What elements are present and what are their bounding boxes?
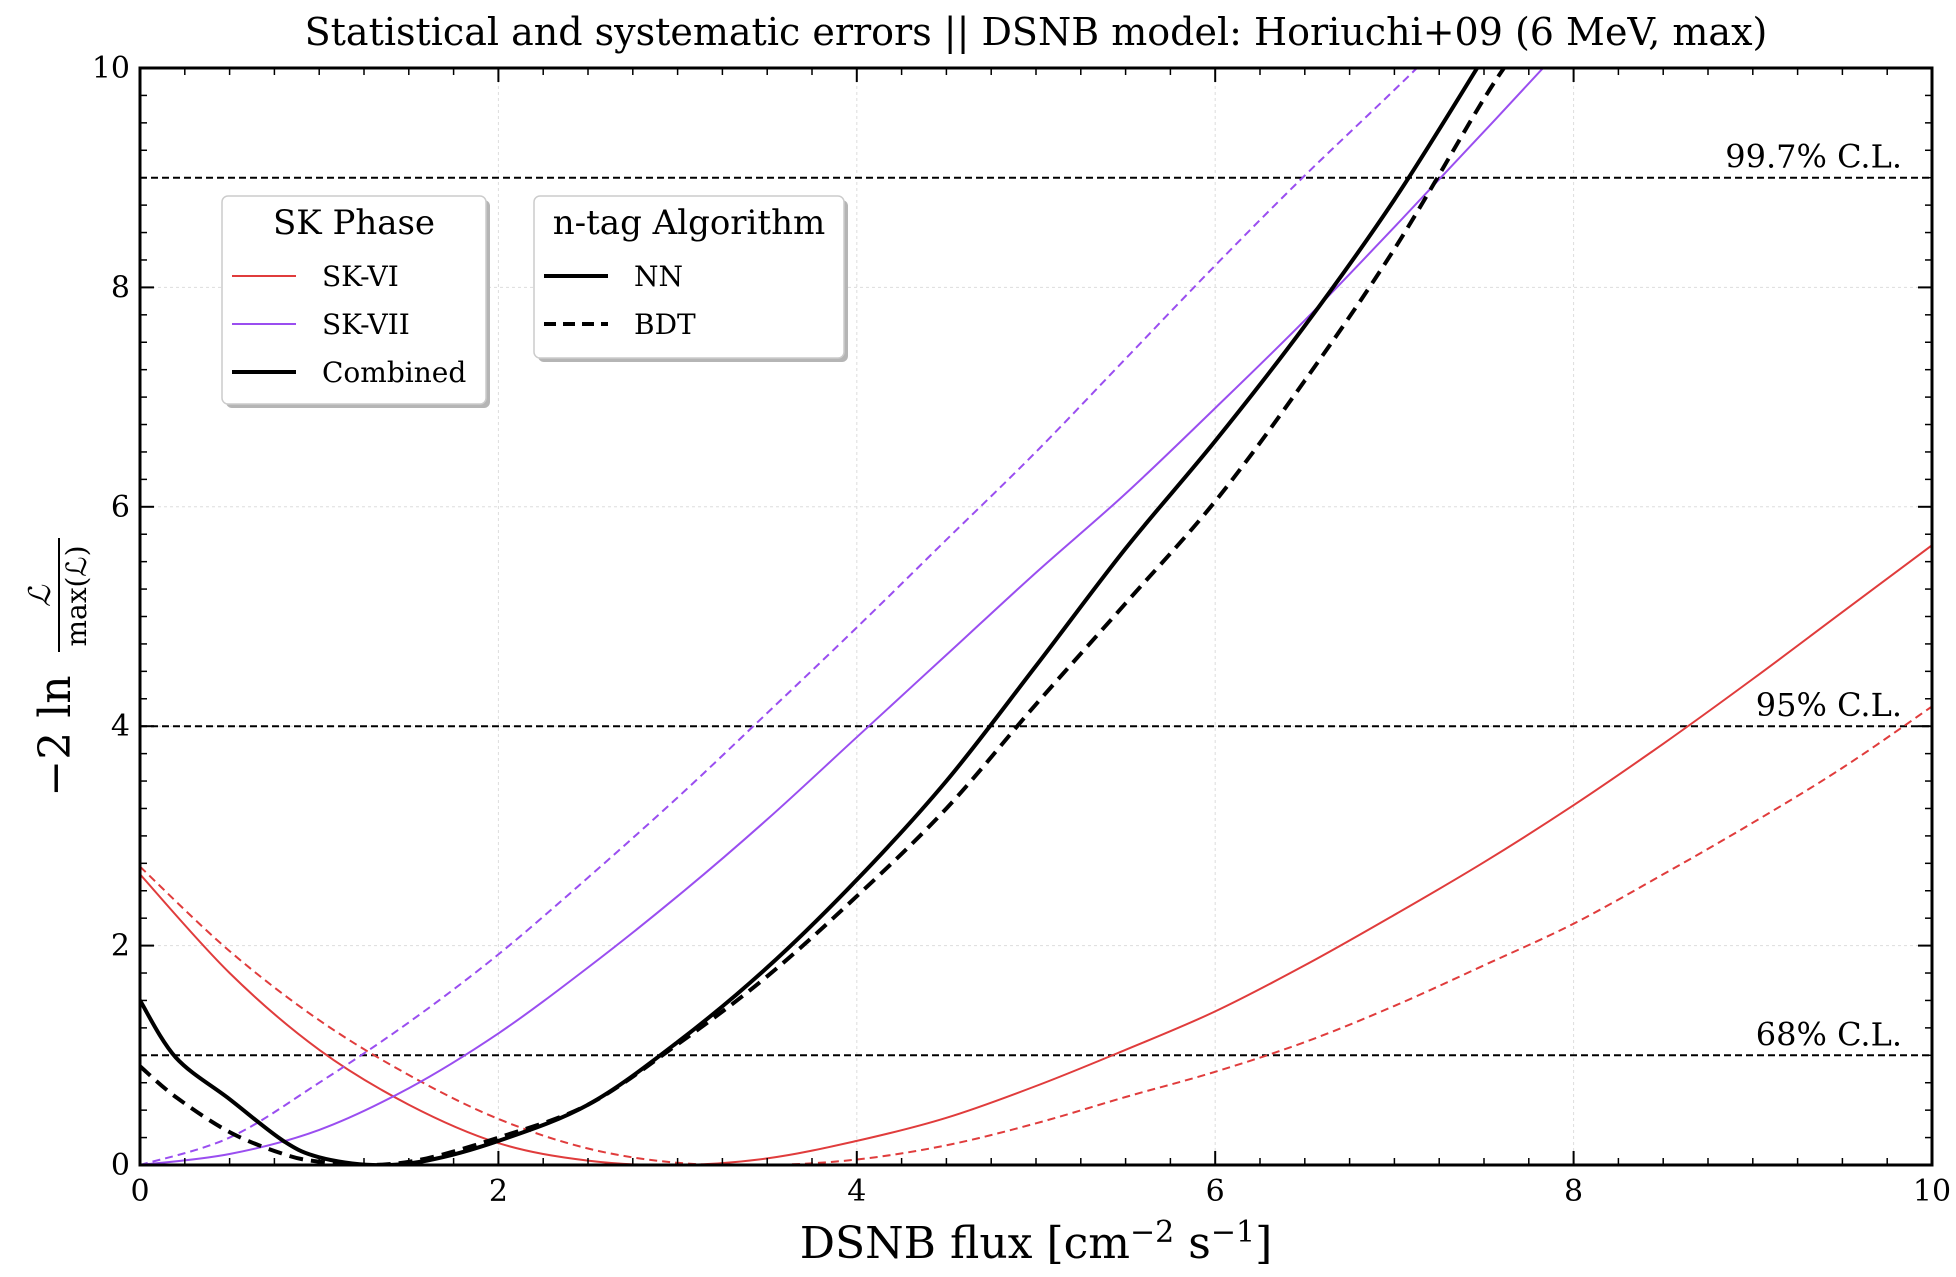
x-axis-label-close: ] — [1255, 1218, 1272, 1269]
y-tick-label-0: 0 — [111, 1148, 130, 1183]
x-tick-label-4: 8 — [1564, 1174, 1583, 1209]
y-axis-label: −2 ln ℒ max(ℒ) — [23, 538, 93, 797]
legend-box — [221, 195, 487, 405]
x-axis-label: DSNB flux [cm−2 s−1] — [800, 1215, 1272, 1269]
y-tick-label-1: 2 — [111, 929, 130, 964]
series-sk-vi-bdt — [140, 705, 1932, 1165]
x-tick-label-5: 10 — [1913, 1174, 1951, 1209]
x-tick-label-2: 4 — [847, 1174, 866, 1209]
x-tick-label-3: 6 — [1206, 1174, 1225, 1209]
y-tick-label-4: 8 — [111, 270, 130, 305]
series-sk-vi-nn — [140, 544, 1932, 1165]
x-tick-label-1: 2 — [489, 1174, 508, 1209]
y-tick-label-2: 4 — [111, 709, 130, 744]
legend-title: n-tag Algorithm — [553, 203, 825, 243]
x-axis-label-exp2: −1 — [1211, 1215, 1255, 1250]
series-combined-nn — [140, 68, 1480, 1165]
legend-label-nn: NN — [634, 260, 683, 293]
y-axis-label-denominator: max(ℒ) — [60, 545, 93, 646]
y-tick-label-5: 10 — [92, 51, 130, 86]
chart-title: Statistical and systematic errors || DSN… — [305, 10, 1768, 54]
y-axis-label-numerator: ℒ — [23, 584, 58, 607]
cl-label-0: 68% C.L. — [1756, 1015, 1902, 1053]
y-axis-label-prefix: −2 ln — [30, 675, 81, 796]
series-sk-vii-nn — [140, 68, 1545, 1165]
legend-label-bdt: BDT — [634, 308, 696, 341]
series-layer — [140, 68, 1932, 1165]
x-tick-label-0: 0 — [130, 1174, 149, 1209]
legend-label-sk-vi: SK-VI — [322, 260, 399, 293]
x-axis-label-unit: s — [1174, 1218, 1211, 1269]
legend-title: SK Phase — [273, 203, 435, 243]
cl-label-1: 95% C.L. — [1756, 686, 1902, 724]
plot-frame — [138, 66, 1934, 1167]
legend-label-sk-vii: SK-VII — [322, 308, 410, 341]
series-combined-bdt — [140, 68, 1507, 1165]
legend-box — [533, 195, 845, 359]
x-axis-label-main: DSNB flux [cm — [800, 1218, 1130, 1269]
y-tick-label-3: 6 — [111, 490, 130, 525]
legend-sk-phase: SK Phase SK-VI SK-VII Combined — [221, 195, 490, 408]
legend-ntag-algorithm: n-tag Algorithm NN BDT — [533, 195, 848, 362]
series-sk-vii-bdt — [140, 68, 1419, 1165]
legend-label-combined: Combined — [322, 356, 466, 389]
legends: SK Phase SK-VI SK-VII Combined n-tag Algorit… — [221, 195, 848, 408]
x-axis-label-exp1: −2 — [1130, 1215, 1174, 1250]
reference-lines: 68% C.L. 95% C.L. 99.7% C.L. — [140, 138, 1932, 1057]
cl-label-2: 99.7% C.L. — [1725, 138, 1902, 176]
